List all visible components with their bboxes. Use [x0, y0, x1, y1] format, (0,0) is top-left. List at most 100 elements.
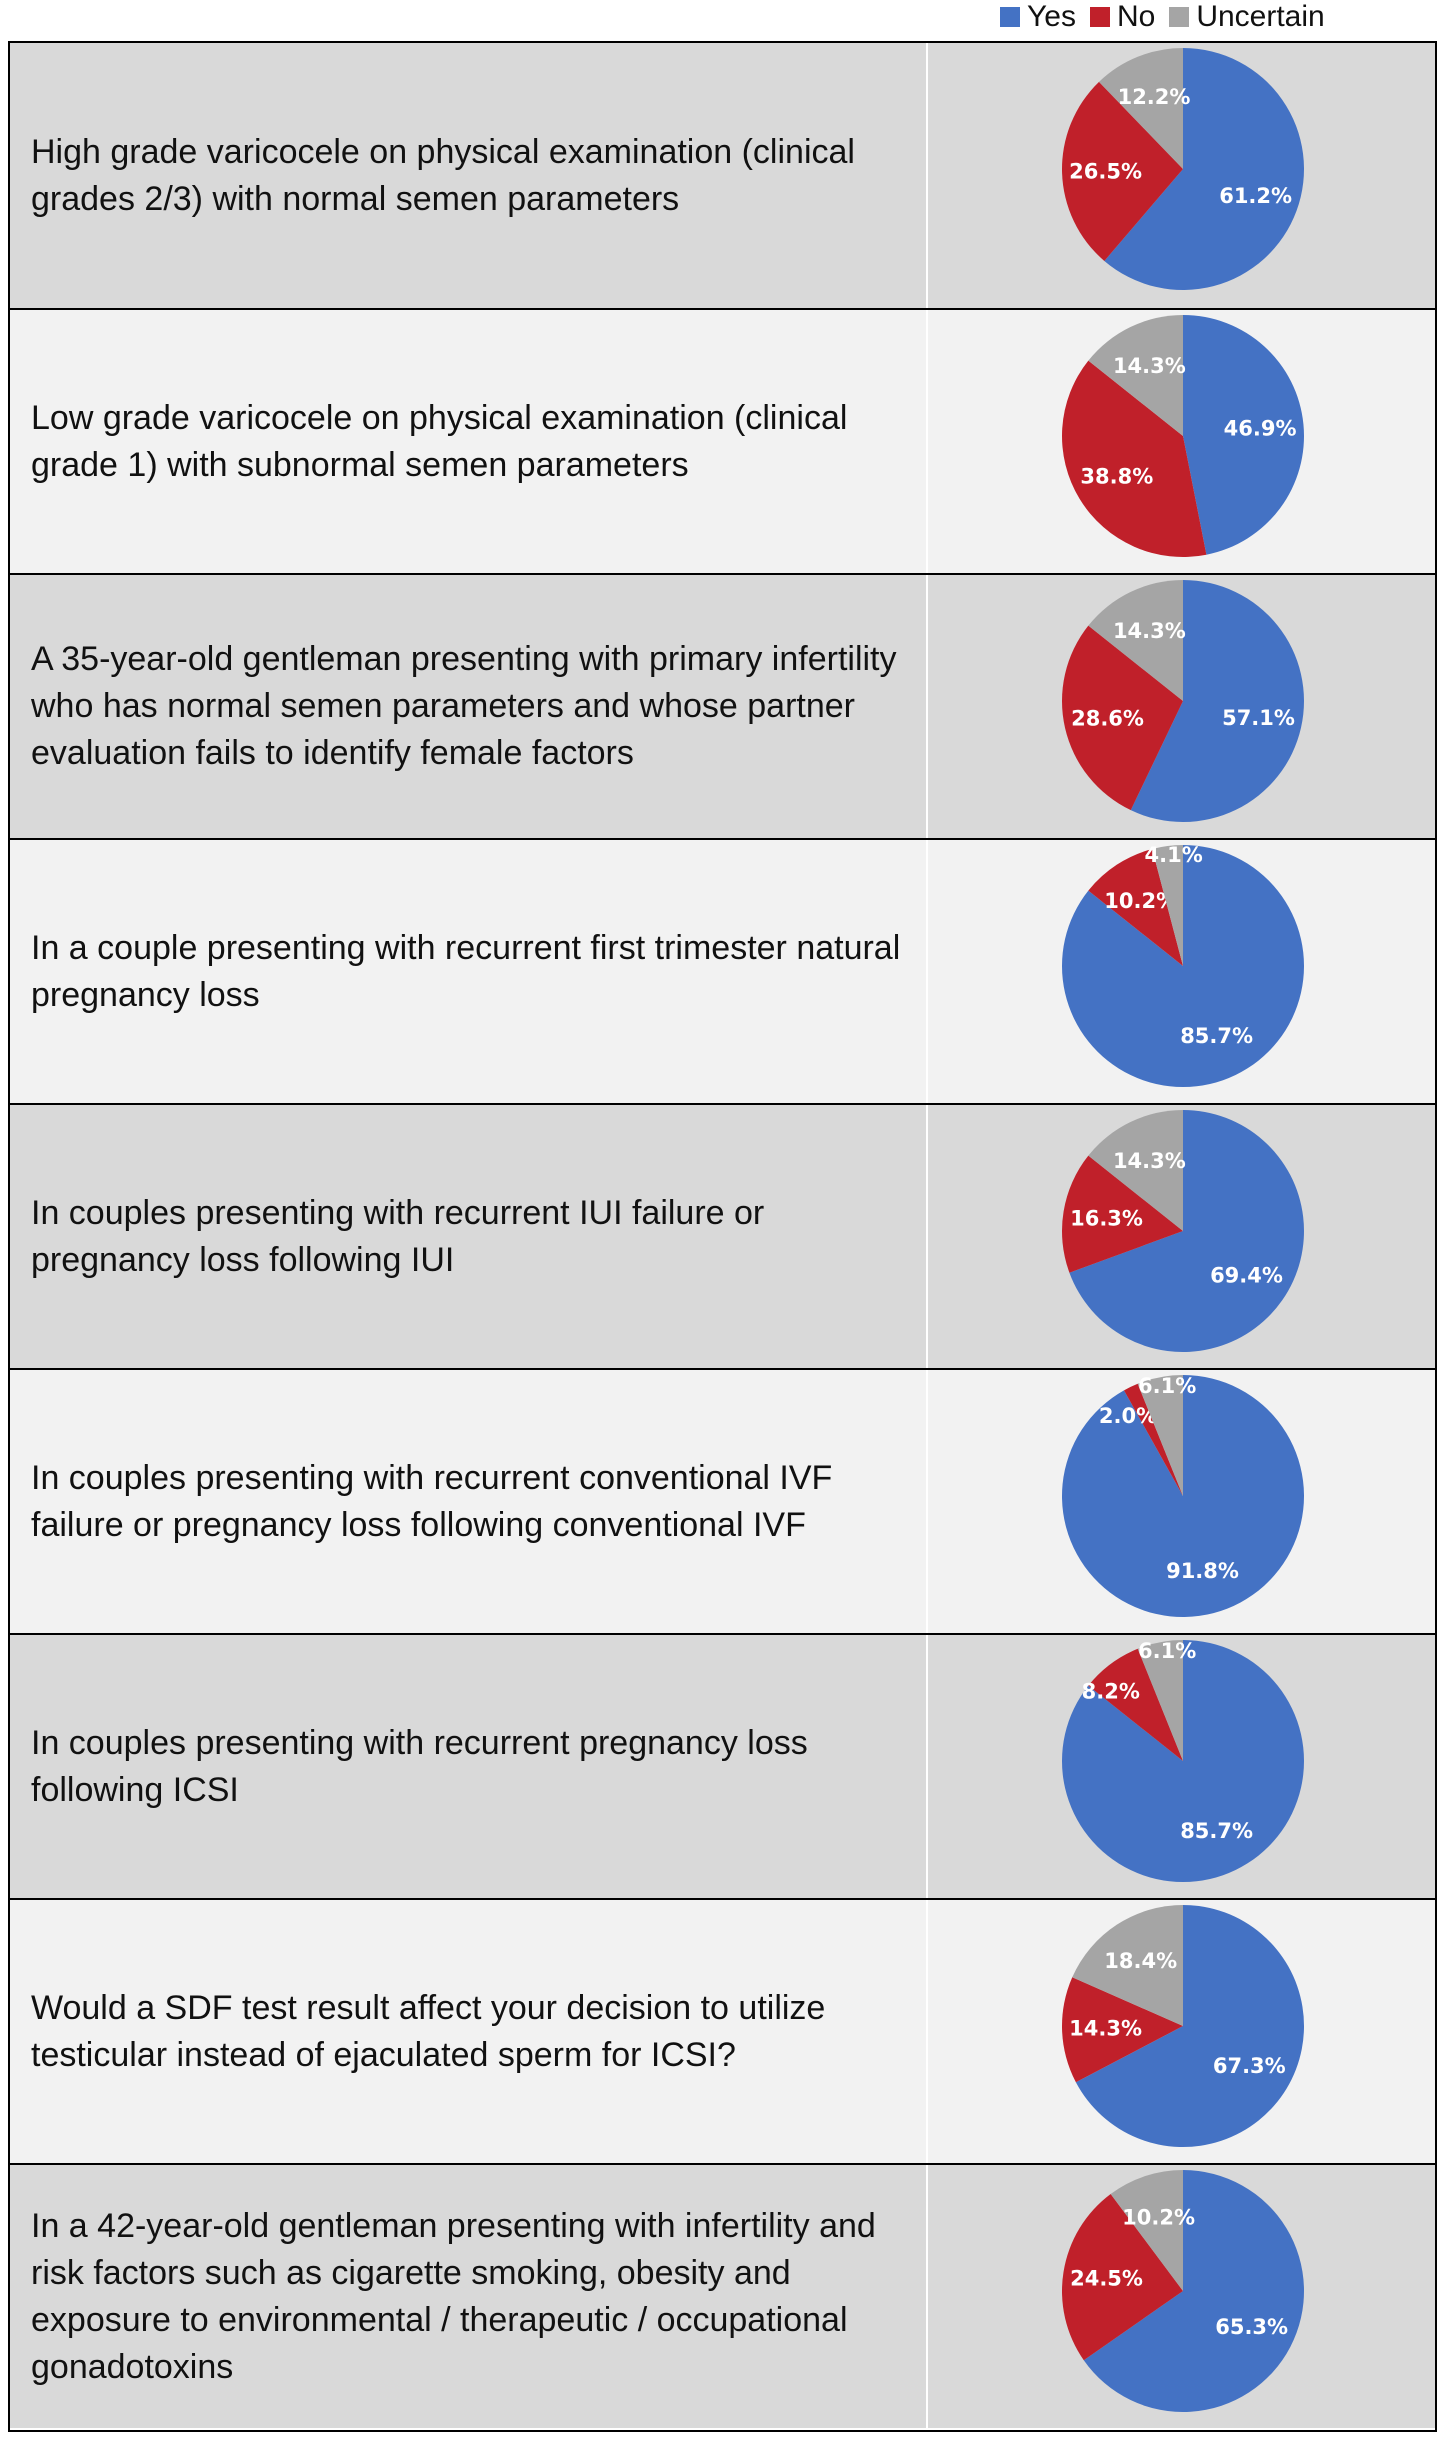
data-label-yes: 65.3% [1215, 2315, 1288, 2339]
table-row: In a 42-year-old gentleman presenting wi… [10, 2163, 1435, 2428]
data-label-no: 2.0% [1099, 1404, 1157, 1428]
pie-slice-no [1088, 1648, 1183, 1761]
legend-item-yes: Yes [1000, 0, 1076, 34]
legend-item-uncertain: Uncertain [1169, 0, 1325, 34]
table-row: In couples presenting with recurrent pre… [10, 1633, 1435, 1898]
table-row: In couples presenting with recurrent con… [10, 1368, 1435, 1633]
question-cell: Low grade varicocele on physical examina… [10, 310, 928, 573]
pie-cell: 46.9% 38.8% 14.3% [928, 310, 1435, 573]
data-label-yes: 69.4% [1210, 1263, 1283, 1287]
question-text: A 35-year-old gentleman presenting with … [31, 640, 897, 772]
pie-slice-no [1062, 81, 1183, 261]
pie-cell: 57.1% 28.6% 14.3% [928, 575, 1435, 838]
question-text: In couples presenting with recurrent pre… [31, 1723, 808, 1809]
table-row: A 35-year-old gentleman presenting with … [10, 573, 1435, 838]
survey-table: High grade varicocele on physical examin… [8, 41, 1437, 2432]
pie-chart: 46.9% 38.8% 14.3% [1062, 315, 1304, 557]
pie-slice-no [1062, 1977, 1183, 2083]
data-label-uncertain: 14.3% [1113, 1149, 1186, 1173]
data-label-no: 38.8% [1080, 464, 1153, 488]
question-cell: In couples presenting with recurrent con… [10, 1370, 928, 1633]
question-cell: Would a SDF test result affect your deci… [10, 1900, 928, 2163]
data-label-no: 8.2% [1082, 1680, 1140, 1704]
question-text: In a 42-year-old gentleman presenting wi… [31, 2206, 876, 2386]
question-cell: High grade varicocele on physical examin… [10, 43, 928, 308]
data-label-yes: 85.7% [1180, 1024, 1253, 1048]
data-label-no: 28.6% [1071, 706, 1144, 730]
pie-slice-no [1062, 2194, 1183, 2361]
pie-chart: 61.2% 26.5% 12.2% [1062, 48, 1304, 290]
data-label-uncertain: 14.3% [1113, 354, 1186, 378]
table-row: In a couple presenting with recurrent fi… [10, 838, 1435, 1103]
pie-cell: 85.7% 8.2% 6.1% [928, 1635, 1435, 1898]
data-label-uncertain: 6.1% [1138, 1639, 1196, 1663]
question-text: High grade varicocele on physical examin… [31, 132, 855, 218]
question-text: In couples presenting with recurrent con… [31, 1458, 833, 1544]
pie-slice-yes [1075, 1905, 1304, 2147]
data-label-yes: 61.2% [1219, 184, 1292, 208]
pie-slice-uncertain [1137, 1640, 1183, 1761]
pie-chart: 85.7% 8.2% 6.1% [1062, 1639, 1304, 1882]
pie-slice-yes [1083, 2170, 1304, 2412]
pie-slice-uncertain [1110, 2170, 1183, 2291]
data-label-uncertain: 14.3% [1113, 619, 1186, 643]
question-cell: In a 42-year-old gentleman presenting wi… [10, 2165, 928, 2428]
data-label-yes: 57.1% [1222, 706, 1295, 730]
question-text: In a couple presenting with recurrent fi… [31, 928, 901, 1014]
pie-slice-yes [1183, 315, 1304, 555]
pie-chart: 85.7%10.2%4.1% [1062, 843, 1304, 1087]
pie-slice-no [1088, 848, 1183, 966]
pie-slice-uncertain [1072, 1905, 1183, 2026]
legend-swatch [1089, 7, 1110, 27]
data-label-yes: 91.8% [1166, 1559, 1239, 1583]
table-row: Would a SDF test result affect your deci… [10, 1898, 1435, 2163]
pie-chart: 69.4% 16.3% 14.3% [1062, 1110, 1304, 1352]
pie-cell: 65.3% 24.5% 10.2% [928, 2165, 1435, 2428]
pie-slice-uncertain [1088, 1110, 1183, 1231]
legend-swatch [1000, 7, 1020, 27]
pie-cell: 61.2% 26.5% 12.2% [928, 43, 1435, 308]
pie-slice-no [1062, 1155, 1183, 1273]
data-label-yes: 46.9% [1224, 416, 1297, 440]
question-cell: In a couple presenting with recurrent fi… [10, 840, 928, 1103]
legend-label: No [1116, 0, 1156, 33]
pie-chart: 65.3% 24.5% 10.2% [1062, 2170, 1304, 2412]
pie-slice-uncertain [1088, 580, 1183, 701]
table-row: In couples presenting with recurrent IUI… [10, 1103, 1435, 1368]
question-cell: A 35-year-old gentleman presenting with … [10, 575, 928, 838]
pie-chart: 57.1% 28.6% 14.3% [1062, 580, 1304, 822]
pie-slice-no [1123, 1383, 1183, 1496]
data-label-uncertain: 4.1% [1145, 843, 1203, 867]
pie-cell: 69.4% 16.3% 14.3% [928, 1105, 1435, 1368]
data-label-uncertain: 18.4% [1104, 1949, 1177, 1973]
table-row: High grade varicocele on physical examin… [10, 43, 1435, 308]
data-label-no: 24.5% [1070, 2267, 1143, 2291]
pie-cell: 85.7% 10.2% 4.1% [928, 840, 1435, 1103]
legend-label: Uncertain [1196, 0, 1325, 33]
data-label-no: 16.3% [1070, 1207, 1143, 1231]
pie-cell: 91.8% 2.0% 6.1% [928, 1370, 1435, 1633]
legend-item-no: No [1089, 0, 1156, 34]
pie-slice-uncertain [1152, 845, 1183, 966]
legend: Yes No Uncertain [1000, 0, 1339, 34]
pie-slice-uncertain [1099, 48, 1183, 169]
pie-slice-no [1062, 625, 1183, 811]
pie-slice-uncertain [1088, 315, 1183, 436]
pie-slice-yes [1104, 48, 1304, 290]
pie-slice-no [1062, 360, 1207, 557]
data-label-yes: 67.3% [1213, 2054, 1286, 2078]
pie-slice-uncertain [1137, 1375, 1183, 1496]
data-label-yes: 85.7% [1180, 1819, 1253, 1843]
data-label-no: 26.5% [1069, 159, 1142, 183]
data-label-uncertain: 12.2% [1118, 85, 1191, 109]
question-text: Low grade varicocele on physical examina… [31, 398, 848, 484]
question-text: Would a SDF test result affect your deci… [31, 1988, 826, 2074]
question-text: In couples presenting with recurrent IUI… [31, 1193, 765, 1279]
legend-swatch [1169, 7, 1190, 27]
pie-slice-yes [1069, 1110, 1304, 1352]
question-cell: In couples presenting with recurrent pre… [10, 1635, 928, 1898]
data-label-no: 14.3% [1069, 2017, 1142, 2041]
pie-chart: 67.3% 14.3% 18.4% [1062, 1905, 1304, 2147]
legend-label: Yes [1027, 0, 1076, 33]
pie-slice-yes [1130, 580, 1304, 822]
